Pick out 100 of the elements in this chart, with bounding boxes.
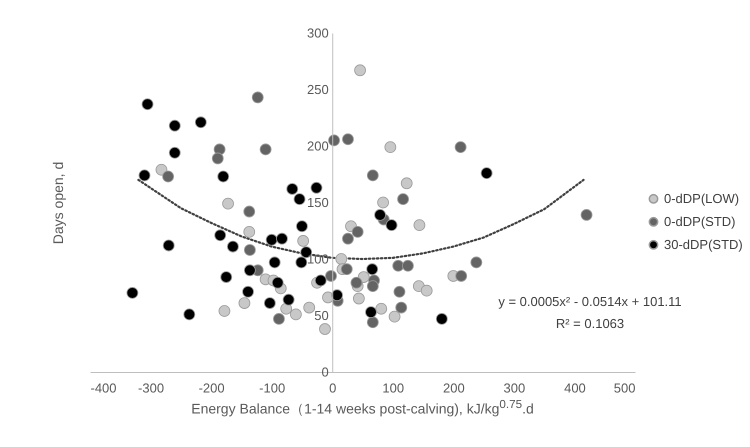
point [282, 294, 294, 306]
point [295, 256, 308, 268]
point [264, 297, 276, 309]
point [294, 193, 306, 205]
point [366, 263, 378, 276]
point [222, 198, 234, 210]
point [352, 292, 365, 304]
x-tick-label: -300 [138, 380, 164, 396]
point [126, 287, 138, 299]
point [252, 92, 264, 104]
point [244, 264, 256, 276]
point [400, 177, 413, 190]
point [377, 196, 389, 208]
point [260, 144, 272, 156]
point [395, 302, 408, 314]
y-tick-label: 250 [307, 82, 329, 97]
x-tick-label: 300 [504, 380, 526, 396]
point [212, 152, 224, 164]
point [350, 276, 362, 289]
point [296, 220, 308, 232]
point [273, 313, 285, 325]
point [168, 120, 181, 132]
y-tick-label: 200 [307, 138, 329, 154]
point [436, 313, 448, 325]
x-tick-label: 200 [442, 380, 465, 396]
point [310, 182, 322, 194]
point [388, 310, 400, 322]
x-tick-label: -100 [259, 380, 286, 396]
x-tick-label: -400 [90, 380, 117, 396]
point [342, 232, 354, 245]
point [365, 306, 377, 318]
point [375, 302, 388, 315]
x-tick-label: -200 [198, 380, 225, 396]
point [342, 133, 354, 146]
point [314, 274, 327, 286]
x-tick-label: 400 [564, 380, 586, 396]
point [384, 141, 396, 153]
point [286, 183, 298, 195]
point [386, 219, 398, 231]
point [420, 284, 433, 297]
point [138, 170, 150, 182]
point [183, 308, 196, 320]
x-axis-title: Energy Balance（1-14 weeks post-calving), kJ/kg$^{0.75}$.d [191, 398, 534, 419]
point [218, 305, 230, 317]
point [156, 164, 168, 176]
point [243, 206, 256, 218]
point [340, 263, 353, 276]
annotation: R² = 0.1063 [556, 316, 624, 331]
legend-label: 0-dDP(LOW) [664, 190, 740, 206]
annotation: y = 0.0005x² - 0.0514x + 101.11 [498, 294, 682, 309]
point [272, 276, 284, 289]
point [325, 270, 337, 282]
legend-label: 30-dDP(STD) [664, 236, 743, 252]
point [580, 209, 592, 221]
y-tick-label: 0 [321, 364, 329, 380]
x-tick-label: 100 [382, 380, 404, 396]
point [470, 256, 482, 268]
point [142, 98, 154, 110]
point [331, 289, 343, 302]
point [366, 316, 379, 328]
point [366, 280, 379, 292]
point [354, 64, 366, 76]
point [266, 234, 278, 246]
x-tick-label: 500 [614, 380, 636, 396]
point [268, 256, 281, 268]
point [366, 170, 379, 182]
point [297, 235, 310, 247]
point [455, 270, 468, 282]
point [454, 141, 466, 153]
point [414, 219, 426, 231]
point [243, 226, 256, 238]
point [242, 286, 254, 298]
point [214, 229, 226, 242]
point [303, 302, 316, 314]
point [328, 134, 340, 146]
y-tick-label: 50 [314, 308, 329, 323]
point [276, 232, 288, 245]
point [374, 209, 386, 221]
point [162, 170, 174, 182]
point [319, 323, 331, 335]
point [227, 240, 239, 252]
y-tick-label: 300 [307, 26, 329, 40]
point [397, 193, 409, 205]
point [220, 271, 232, 283]
y-axis-title: Days open, d [50, 161, 66, 244]
point [394, 286, 406, 298]
point [480, 167, 493, 179]
point [162, 240, 175, 252]
point [392, 260, 404, 272]
point [168, 146, 181, 159]
point [352, 226, 364, 238]
point [238, 297, 250, 309]
legend-label: 0-dDP(STD) [664, 214, 736, 229]
point [290, 308, 302, 320]
point [217, 170, 230, 182]
point [335, 253, 348, 265]
point [194, 116, 207, 128]
y-tick-label: 150 [307, 195, 329, 210]
point [402, 260, 414, 272]
point [244, 244, 256, 256]
